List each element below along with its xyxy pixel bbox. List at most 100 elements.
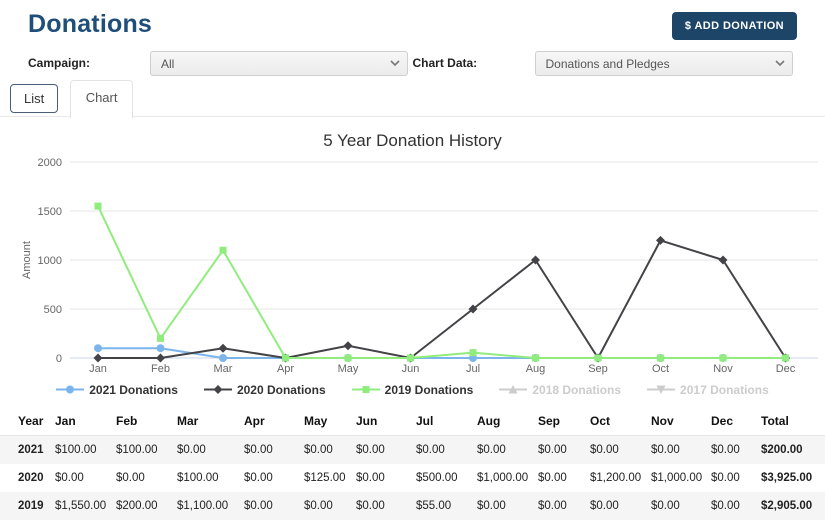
series-line — [98, 239, 787, 359]
data-point-marker — [282, 354, 289, 362]
column-header: Feb — [116, 408, 177, 436]
tab-list[interactable]: List — [10, 84, 59, 113]
x-axis-tick-label: Nov — [713, 363, 733, 375]
data-point-marker — [407, 354, 414, 362]
table-header-row: Year Jan Feb Mar Apr May Jun Jul Aug Sep Oct Nov Dec… — [0, 408, 825, 436]
donation-history-table: Year Jan Feb Mar Apr May Jun Jul Aug Sep Oct Nov Dec… — [0, 408, 825, 520]
column-header: Jul — [416, 408, 477, 436]
column-header: Total — [761, 408, 825, 436]
x-axis-tick-label: Sep — [588, 363, 608, 375]
amount-cell: $0.00 — [711, 444, 740, 456]
column-header: Aug — [477, 408, 538, 436]
year-cell: 2020 — [18, 472, 44, 484]
legend-marker-icon — [56, 385, 85, 394]
filter-bar: Campaign: All Chart Data: Donations and … — [0, 44, 825, 76]
data-point-marker — [531, 255, 540, 265]
x-axis-tick-label: Dec — [776, 363, 796, 375]
year-cell: 2019 — [18, 500, 44, 512]
amount-cell: $55.00 — [416, 500, 452, 512]
y-axis-tick-label: 2000 — [38, 157, 62, 169]
chart-data-select[interactable]: Donations and Pledges — [534, 51, 793, 76]
legend-item-label: 2021 Donations — [89, 382, 178, 397]
amount-cell: $0.00 — [651, 444, 680, 456]
amount-cell: $0.00 — [55, 472, 84, 484]
x-axis-tick-label: Oct — [652, 363, 669, 375]
amount-cell: $0.00 — [244, 444, 273, 456]
chart-data-filter-group: Chart Data: Donations and Pledges — [413, 51, 798, 76]
amount-cell: $0.00 — [538, 444, 567, 456]
data-point-marker — [218, 343, 228, 353]
x-axis-tick-label: Jul — [466, 363, 480, 375]
legend-item-2020[interactable]: 2020 Donations — [203, 381, 326, 398]
data-point-marker — [782, 354, 789, 362]
donation-chart: 0 500 1000 1500 2000 Amount Jan Feb Mar Apr May Jun… — [21, 157, 818, 375]
legend-item-2018[interactable]: 2018 Donations — [499, 381, 621, 398]
legend-item-label: 2017 Donations — [680, 382, 769, 397]
column-header: Apr — [244, 408, 304, 436]
y-axis-tick-label: 500 — [44, 304, 62, 316]
chart-data-select-wrap: Donations and Pledges — [534, 51, 793, 76]
data-point-marker — [532, 354, 539, 362]
table-row: 2021 $100.00 $100.00 $0.00 $0.00 $0.00 $0.00 $0… — [0, 435, 825, 464]
amount-cell: $0.00 — [244, 500, 273, 512]
y-axis-tick-label: 1000 — [38, 255, 62, 267]
column-header: Oct — [590, 408, 651, 436]
data-point-marker — [94, 202, 102, 210]
amount-cell: $0.00 — [477, 444, 506, 456]
amount-cell: $0.00 — [304, 444, 333, 456]
amount-cell: $200.00 — [116, 500, 158, 512]
data-point-marker — [219, 246, 227, 254]
data-point-marker — [656, 235, 665, 245]
y-axis-tick-label: 0 — [56, 353, 62, 365]
table-row: 2020 $0.00 $0.00 $100.00 $0.00 $125.00 $0.00 $5… — [0, 464, 825, 492]
column-header: Nov — [651, 408, 711, 436]
amount-cell: $100.00 — [55, 444, 97, 456]
tab-chart[interactable]: Chart — [69, 80, 134, 118]
x-axis-tick-label: Feb — [151, 363, 170, 375]
amount-cell: $0.00 — [177, 444, 206, 456]
chart-data-label: Chart Data: — [412, 56, 478, 70]
amount-cell: $125.00 — [304, 472, 346, 484]
data-point-marker — [157, 334, 164, 342]
legend-item-label: 2019 Donations — [384, 382, 474, 397]
amount-cell: $0.00 — [304, 500, 333, 512]
amount-cell: $100.00 — [177, 472, 219, 484]
column-header: Jun — [356, 408, 416, 436]
total-cell: $3,925.00 — [761, 472, 813, 484]
legend-item-label: 2020 Donations — [236, 382, 326, 397]
tab-bar: List Chart — [0, 80, 825, 118]
table-row: 2019 $1,550.00 $200.00 $1,100.00 $0.00 $0.00 $… — [0, 492, 825, 520]
x-axis-tick-label: Jun — [402, 363, 420, 375]
series-line — [98, 347, 786, 359]
data-point-marker — [93, 353, 103, 363]
chart-legend: 2021 Donations 2020 Donations 2019 Donatio… — [0, 381, 825, 398]
data-point-marker — [657, 354, 664, 362]
data-point-marker — [343, 341, 353, 351]
amount-cell: $0.00 — [590, 500, 619, 512]
amount-cell: $0.00 — [538, 500, 567, 512]
amount-cell: $500.00 — [416, 472, 458, 484]
data-point-marker — [344, 354, 352, 362]
amount-cell: $1,550.00 — [55, 500, 107, 512]
total-cell: $200.00 — [761, 444, 803, 456]
data-point-marker — [468, 304, 478, 314]
data-point-marker — [156, 344, 165, 353]
campaign-select[interactable]: All — [150, 51, 408, 76]
amount-cell: $0.00 — [356, 444, 385, 456]
data-point-marker — [219, 354, 227, 362]
amount-cell: $0.00 — [538, 472, 567, 484]
amount-cell: $0.00 — [356, 472, 385, 484]
column-header: May — [304, 408, 356, 436]
data-point-marker — [469, 349, 477, 357]
data-point-marker — [719, 354, 727, 362]
x-axis-tick-label: Aug — [526, 363, 546, 375]
amount-cell: $1,000.00 — [477, 472, 529, 484]
amount-cell: $0.00 — [711, 500, 740, 512]
legend-item-2017[interactable]: 2017 Donations — [647, 381, 769, 398]
legend-item-2021[interactable]: 2021 Donations — [56, 381, 178, 398]
y-axis-tick-label: 1500 — [38, 206, 62, 218]
add-donation-button[interactable]: $ ADD DONATION — [671, 12, 797, 40]
data-point-marker — [718, 255, 728, 265]
legend-item-2019[interactable]: 2019 Donations — [351, 381, 474, 398]
amount-cell: $100.00 — [116, 444, 158, 456]
